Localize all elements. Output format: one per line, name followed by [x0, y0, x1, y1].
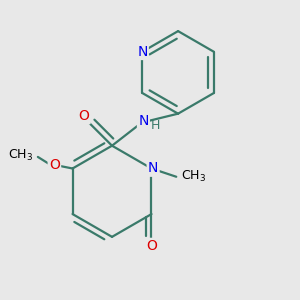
Text: N: N: [137, 45, 148, 59]
Text: N: N: [148, 161, 158, 176]
Text: CH$_3$: CH$_3$: [181, 169, 206, 184]
Text: N: N: [138, 114, 148, 128]
Text: H: H: [151, 119, 160, 132]
Text: O: O: [79, 109, 89, 123]
Text: O: O: [146, 239, 157, 253]
Text: CH$_3$: CH$_3$: [8, 148, 33, 163]
Text: O: O: [49, 158, 60, 172]
